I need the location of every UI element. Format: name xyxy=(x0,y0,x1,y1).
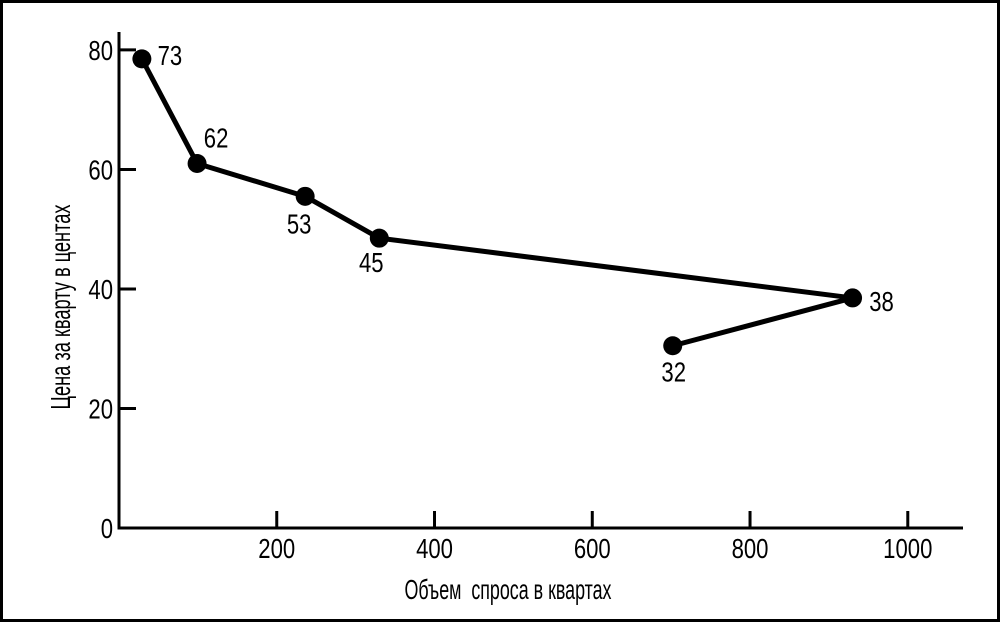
y-tick-label: 40 xyxy=(88,274,113,305)
data-point-label: 53 xyxy=(287,208,312,239)
x-tick-label: 400 xyxy=(416,533,453,564)
data-point xyxy=(295,186,315,206)
data-point xyxy=(369,228,389,248)
y-tick-label: 80 xyxy=(88,35,113,66)
data-point xyxy=(663,336,683,356)
x-tick-label: 200 xyxy=(258,533,295,564)
data-point-label: 38 xyxy=(869,286,894,317)
x-tick-label: 600 xyxy=(574,533,611,564)
x-tick-label: 1000 xyxy=(883,533,932,564)
y-tick-label: 60 xyxy=(88,154,113,185)
x-tick-label: 800 xyxy=(732,533,769,564)
data-point-label: 32 xyxy=(661,357,686,388)
data-point xyxy=(843,288,863,308)
data-point-label: 45 xyxy=(359,247,384,278)
y-tick-label: 20 xyxy=(88,393,113,424)
x-axis-title: Объем спроса в квартах xyxy=(405,574,612,605)
data-point-label: 62 xyxy=(204,122,229,153)
y-tick-label: 0 xyxy=(101,513,113,544)
data-point xyxy=(132,49,152,69)
data-point xyxy=(187,153,207,173)
y-axis-title: Цена за кварту в центах xyxy=(45,205,76,410)
data-point-label: 73 xyxy=(158,40,183,71)
demand-line xyxy=(139,56,856,349)
